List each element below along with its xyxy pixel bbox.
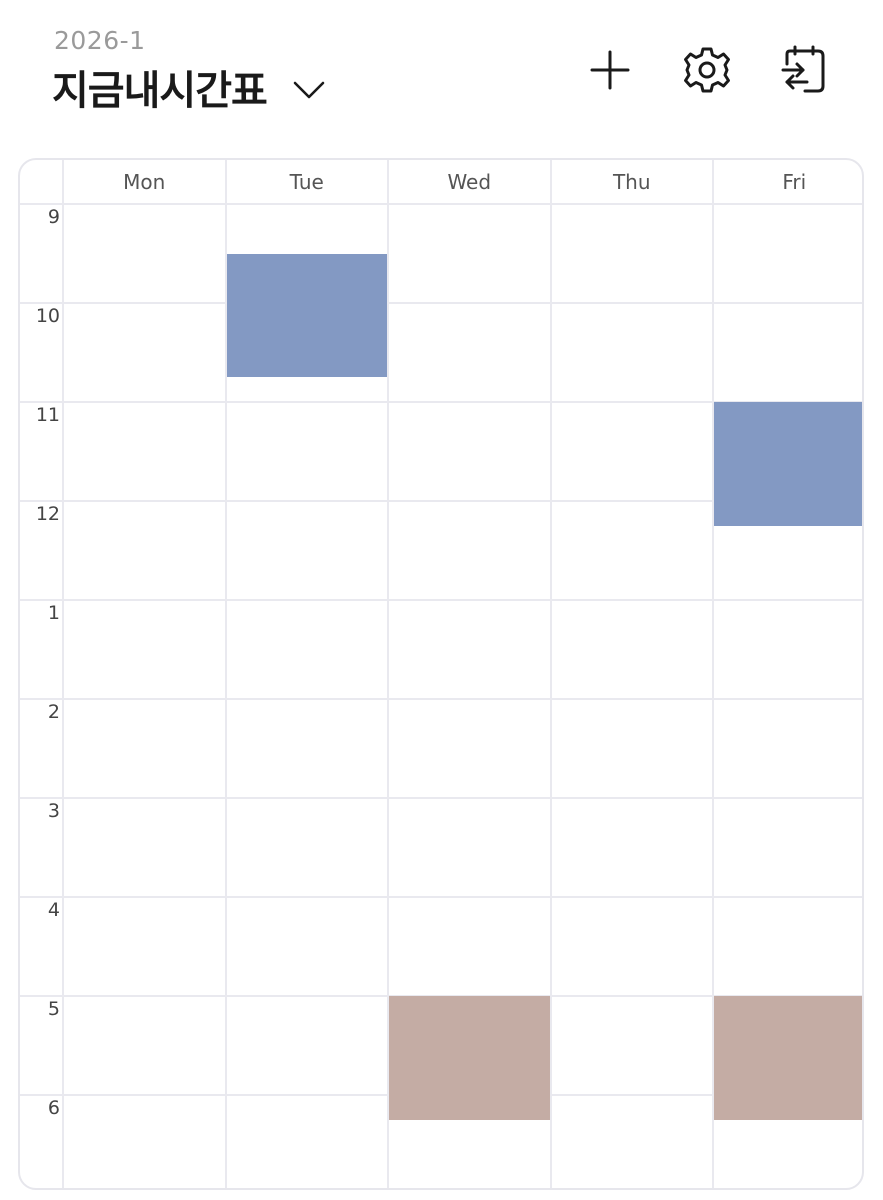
hour-label: 3	[47, 800, 60, 822]
day-header-fri: Fri	[782, 170, 807, 194]
plus-icon	[590, 50, 630, 90]
grid-row-line	[20, 401, 862, 403]
hour-label: 1	[47, 602, 60, 624]
grid-column-line	[62, 160, 64, 1188]
calendar-export-icon	[781, 45, 825, 93]
class-block[interactable]	[714, 402, 862, 526]
semester-label: 2026-1	[54, 26, 146, 55]
day-header-wed: Wed	[447, 170, 492, 194]
grid-column-line	[549, 160, 552, 1188]
hour-label: 4	[47, 899, 60, 921]
day-header-thu: Thu	[612, 170, 651, 194]
class-block[interactable]	[389, 996, 550, 1120]
chevron-down-icon	[291, 72, 327, 108]
day-header-tue: Tue	[289, 170, 324, 194]
header: 2026-1 지금내시간표	[0, 0, 883, 150]
add-button[interactable]	[584, 44, 636, 96]
grid-column-line	[387, 160, 389, 1188]
share-button[interactable]	[778, 44, 830, 96]
hour-label: 2	[47, 701, 60, 723]
hour-label: 5	[47, 998, 60, 1020]
settings-button[interactable]	[681, 44, 733, 96]
grid-row-line	[20, 500, 862, 502]
grid-row-line	[20, 203, 862, 205]
timetable-selector[interactable]: 지금내시간표	[52, 60, 327, 114]
hour-label: 11	[35, 404, 60, 426]
grid-row-line	[20, 302, 862, 304]
class-block[interactable]	[714, 996, 862, 1120]
grid-column-line	[224, 160, 227, 1188]
grid-row-line	[20, 896, 862, 898]
hour-label: 9	[47, 206, 60, 228]
timetable-grid: Mon Tue Wed Thu Fri 9 10 11 12 1 2 3 4 5 6	[18, 158, 864, 1190]
grid-row-line	[20, 797, 862, 799]
timetable-title: 지금내시간표	[52, 68, 268, 114]
grid-column-line	[712, 160, 714, 1188]
grid-row-line	[20, 698, 862, 700]
hour-label: 10	[35, 305, 60, 327]
hour-label: 12	[35, 503, 60, 525]
grid-row-line	[20, 599, 862, 601]
day-header-mon: Mon	[123, 170, 166, 194]
gear-icon	[684, 47, 730, 93]
class-block[interactable]	[226, 253, 387, 378]
hour-label: 6	[47, 1097, 60, 1119]
